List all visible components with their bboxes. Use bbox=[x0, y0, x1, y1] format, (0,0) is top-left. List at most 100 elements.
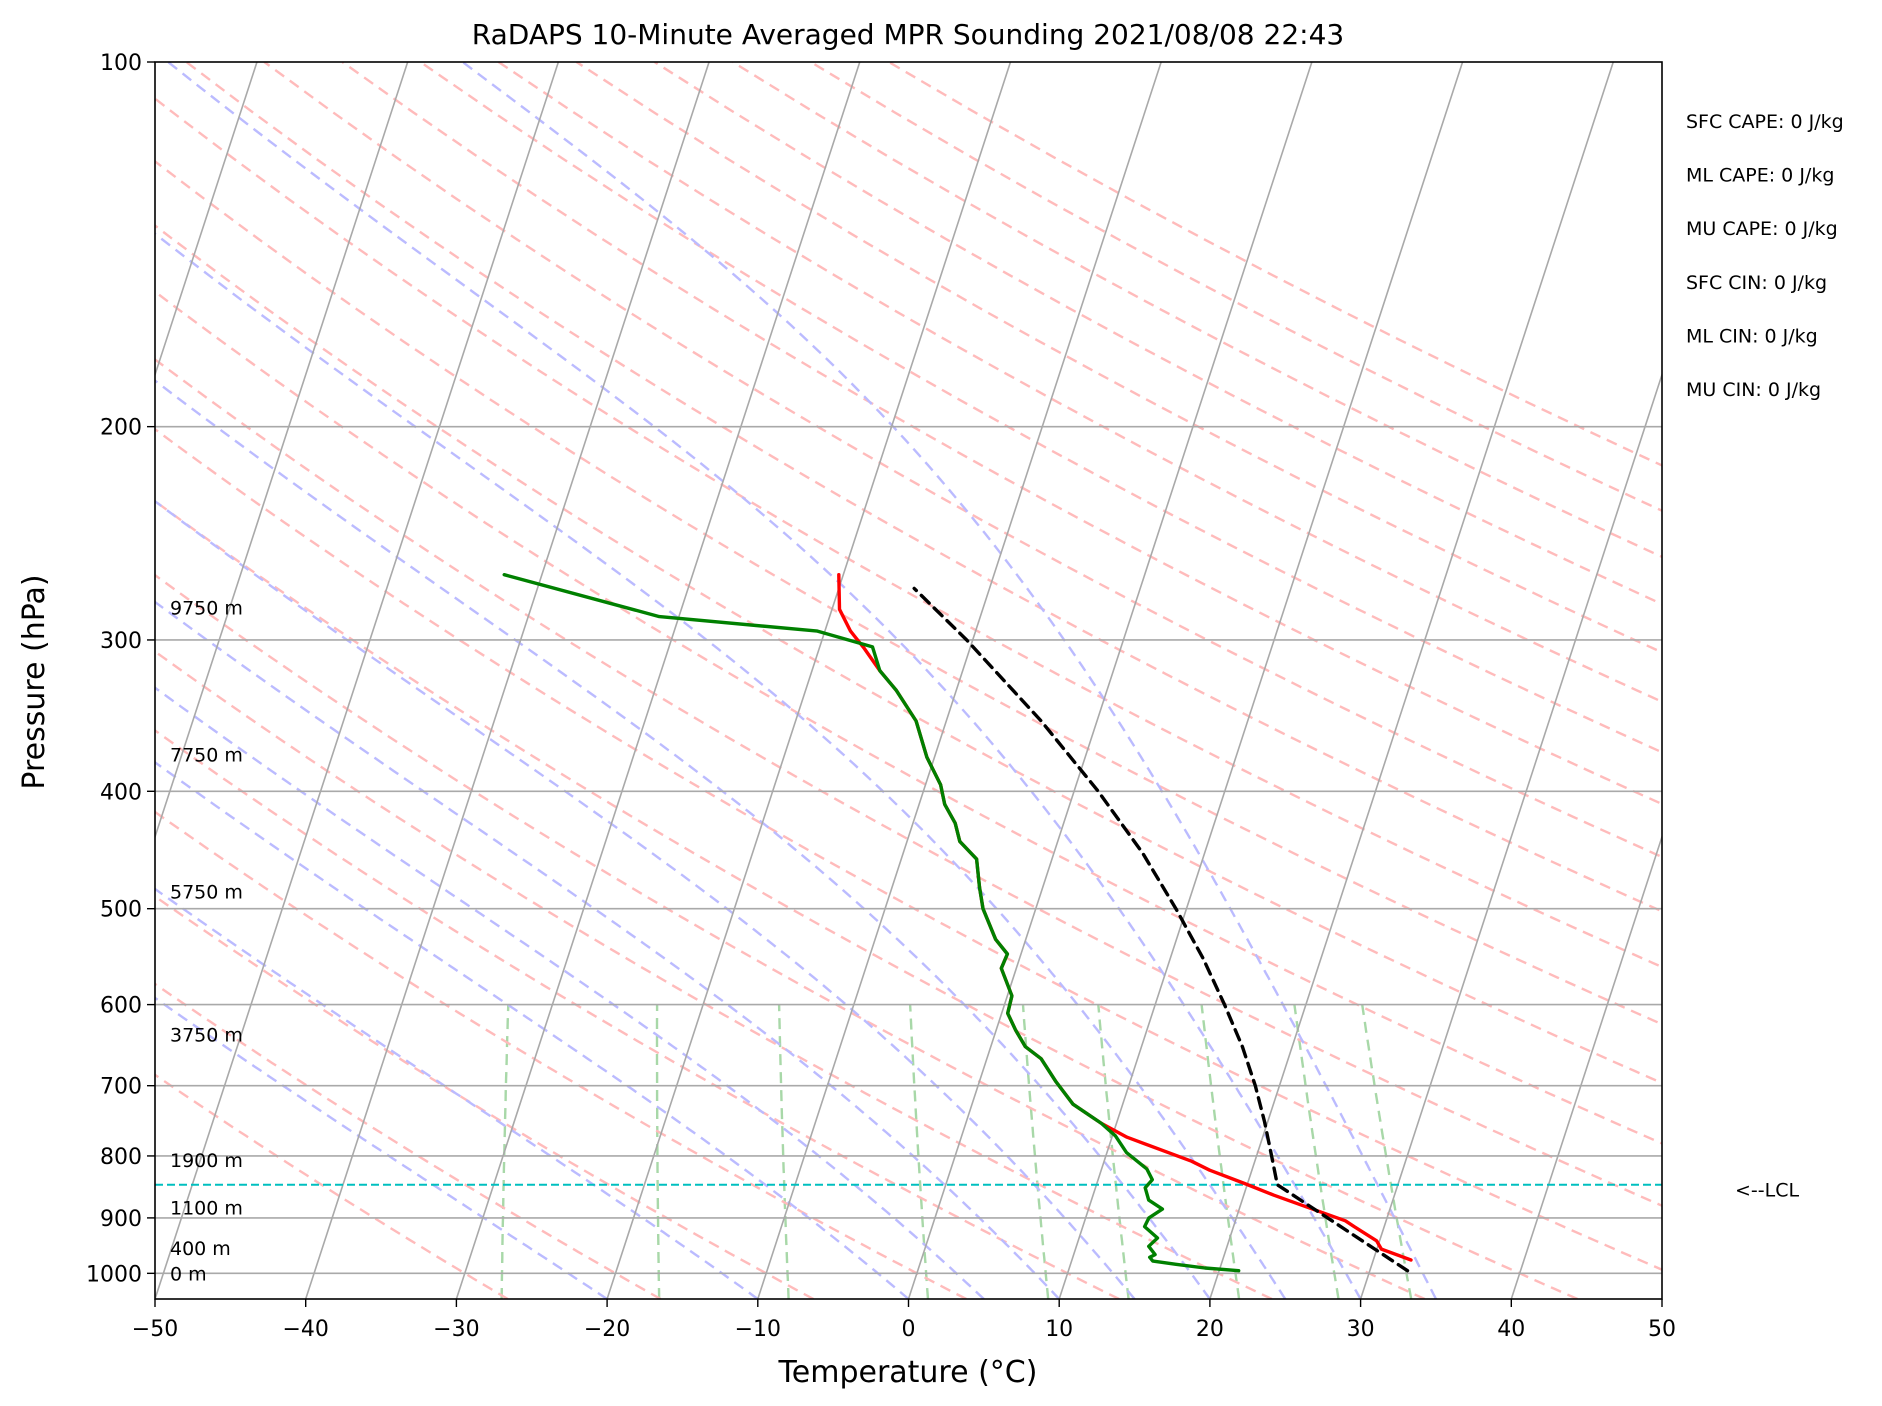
y-tick-label: 500 bbox=[100, 898, 142, 923]
dry-adiabat bbox=[810, 62, 1662, 513]
isotherm-10 bbox=[1058, 62, 1464, 1299]
mixing-ratio-line bbox=[1293, 1004, 1340, 1299]
dry-adiabat bbox=[155, 224, 1662, 1085]
moist-adiabat bbox=[155, 760, 910, 1299]
dry-adiabat bbox=[155, 810, 967, 1299]
dry-adiabat bbox=[419, 62, 1662, 754]
y-tick-label: 700 bbox=[100, 1075, 142, 1100]
x-tick-label: −10 bbox=[735, 1317, 781, 1342]
x-tick-label: 0 bbox=[902, 1317, 916, 1342]
mixing-ratio-line bbox=[777, 1004, 790, 1299]
y-tick-label: 900 bbox=[100, 1207, 142, 1232]
dry-adiabat bbox=[263, 62, 1662, 859]
dry-adiabats bbox=[155, 62, 1662, 1299]
isotherm--40 bbox=[304, 62, 710, 1299]
dry-adiabat bbox=[888, 62, 1662, 467]
y-tick-label: 400 bbox=[100, 780, 142, 805]
y-tick-label: 300 bbox=[100, 629, 142, 654]
dry-adiabat bbox=[155, 573, 1426, 1299]
x-tick-label: −30 bbox=[433, 1317, 479, 1342]
plot-area bbox=[0, 62, 1662, 1299]
stat-label: MU CAPE: 0 J/kg bbox=[1686, 218, 1838, 240]
y-axis-label: Pressure (hPa) bbox=[17, 574, 52, 789]
isotherm--60 bbox=[155, 62, 409, 840]
dewpoint-profile bbox=[502, 573, 1241, 1273]
y-tick-label: 1000 bbox=[86, 1262, 142, 1287]
moist-adiabat bbox=[167, 62, 1362, 1299]
moist-adiabat bbox=[155, 887, 759, 1299]
isotherm-40 bbox=[1510, 834, 1662, 1299]
dry-adiabat bbox=[155, 357, 1662, 1208]
dry-adiabat bbox=[155, 97, 1662, 969]
x-tick-label: 10 bbox=[1045, 1317, 1073, 1342]
isotherm-20 bbox=[1209, 62, 1615, 1299]
height-label: 7750 m bbox=[170, 745, 243, 767]
isotherm--10 bbox=[757, 62, 1162, 1299]
stat-label: SFC CAPE: 0 J/kg bbox=[1686, 111, 1844, 133]
mixing-ratio-line bbox=[655, 1004, 661, 1299]
height-label: 1100 m bbox=[170, 1197, 243, 1219]
mixing-ratio-line bbox=[1021, 1004, 1050, 1299]
stat-label: ML CAPE: 0 J/kg bbox=[1686, 165, 1834, 187]
x-tick-label: −50 bbox=[132, 1317, 178, 1342]
moist-adiabat bbox=[155, 499, 1136, 1299]
height-label: 5750 m bbox=[170, 882, 243, 904]
isotherm--70 bbox=[155, 62, 258, 378]
dry-adiabat bbox=[497, 62, 1662, 704]
mixing-ratio-line bbox=[908, 1004, 930, 1299]
x-tick-label: 30 bbox=[1347, 1317, 1375, 1342]
stat-label: MU CIN: 0 J/kg bbox=[1686, 379, 1821, 401]
chart-title: RaDAPS 10-Minute Averaged MPR Sounding 2… bbox=[472, 18, 1344, 51]
dry-adiabat bbox=[653, 62, 1662, 606]
x-axis-label: Temperature (°C) bbox=[778, 1355, 1038, 1390]
dry-adiabat bbox=[155, 427, 1662, 1271]
y-axis: 100 200 300 400 500 600 700 800 900 1000 bbox=[86, 51, 155, 1287]
dry-adiabat bbox=[155, 1073, 509, 1299]
x-axis: −50 −40 −30 −20 −10 0 10 20 30 40 50 bbox=[132, 1299, 1676, 1342]
height-label: 3750 m bbox=[170, 1024, 243, 1046]
x-tick-label: 40 bbox=[1497, 1317, 1525, 1342]
dry-adiabat bbox=[155, 894, 815, 1299]
x-tick-label: 20 bbox=[1196, 1317, 1224, 1342]
stat-label: SFC CIN: 0 J/kg bbox=[1686, 272, 1827, 294]
series-layer bbox=[502, 573, 1413, 1273]
moist-adiabat bbox=[461, 62, 1438, 1299]
y-tick-label: 100 bbox=[100, 51, 142, 76]
dry-adiabat bbox=[575, 62, 1662, 654]
height-label: 0 m bbox=[170, 1263, 207, 1285]
dry-adiabat bbox=[155, 728, 1120, 1299]
height-label: 400 m bbox=[170, 1238, 231, 1260]
height-label: 1900 m bbox=[170, 1150, 243, 1172]
isotherm-0 bbox=[907, 62, 1313, 1299]
x-tick-label: −20 bbox=[584, 1317, 630, 1342]
stats-panel: SFC CAPE: 0 J/kg ML CAPE: 0 J/kg MU CAPE: … bbox=[1686, 111, 1844, 401]
x-tick-label: −40 bbox=[282, 1317, 328, 1342]
height-labels: 9750 m 7750 m 5750 m 3750 m 1900 m 1100 m 400 … bbox=[170, 597, 243, 1285]
parcel-path bbox=[912, 586, 1410, 1273]
dry-adiabat bbox=[155, 499, 1578, 1299]
isotherm--50 bbox=[155, 62, 560, 1299]
lcl-label: <--LCL bbox=[1735, 1180, 1799, 1202]
height-label: 9750 m bbox=[170, 597, 243, 619]
y-tick-label: 200 bbox=[100, 416, 142, 441]
isotherm-30 bbox=[1359, 372, 1662, 1299]
stat-label: ML CIN: 0 J/kg bbox=[1686, 325, 1818, 347]
dry-adiabat bbox=[732, 62, 1662, 559]
mixing-ratio-line bbox=[1200, 1004, 1241, 1299]
mixing-ratio-line bbox=[1361, 1004, 1413, 1299]
moist-adiabat bbox=[155, 232, 1287, 1299]
x-tick-label: 50 bbox=[1648, 1317, 1676, 1342]
plot-frame bbox=[154, 61, 1663, 1300]
temperature-profile bbox=[837, 573, 1413, 1262]
y-tick-label: 800 bbox=[100, 1145, 142, 1170]
moist-adiabat bbox=[155, 379, 1211, 1299]
isotherm-50 bbox=[1661, 1296, 1662, 1299]
isobar-grid bbox=[155, 425, 1662, 1275]
dry-adiabat bbox=[155, 290, 1662, 1145]
isotherm--80 bbox=[0, 62, 106, 1299]
mixing-ratio-lines bbox=[500, 1004, 1413, 1299]
y-tick-label: 600 bbox=[100, 994, 142, 1019]
dry-adiabat bbox=[155, 159, 1662, 1026]
mixing-ratio-line bbox=[1097, 1004, 1130, 1299]
